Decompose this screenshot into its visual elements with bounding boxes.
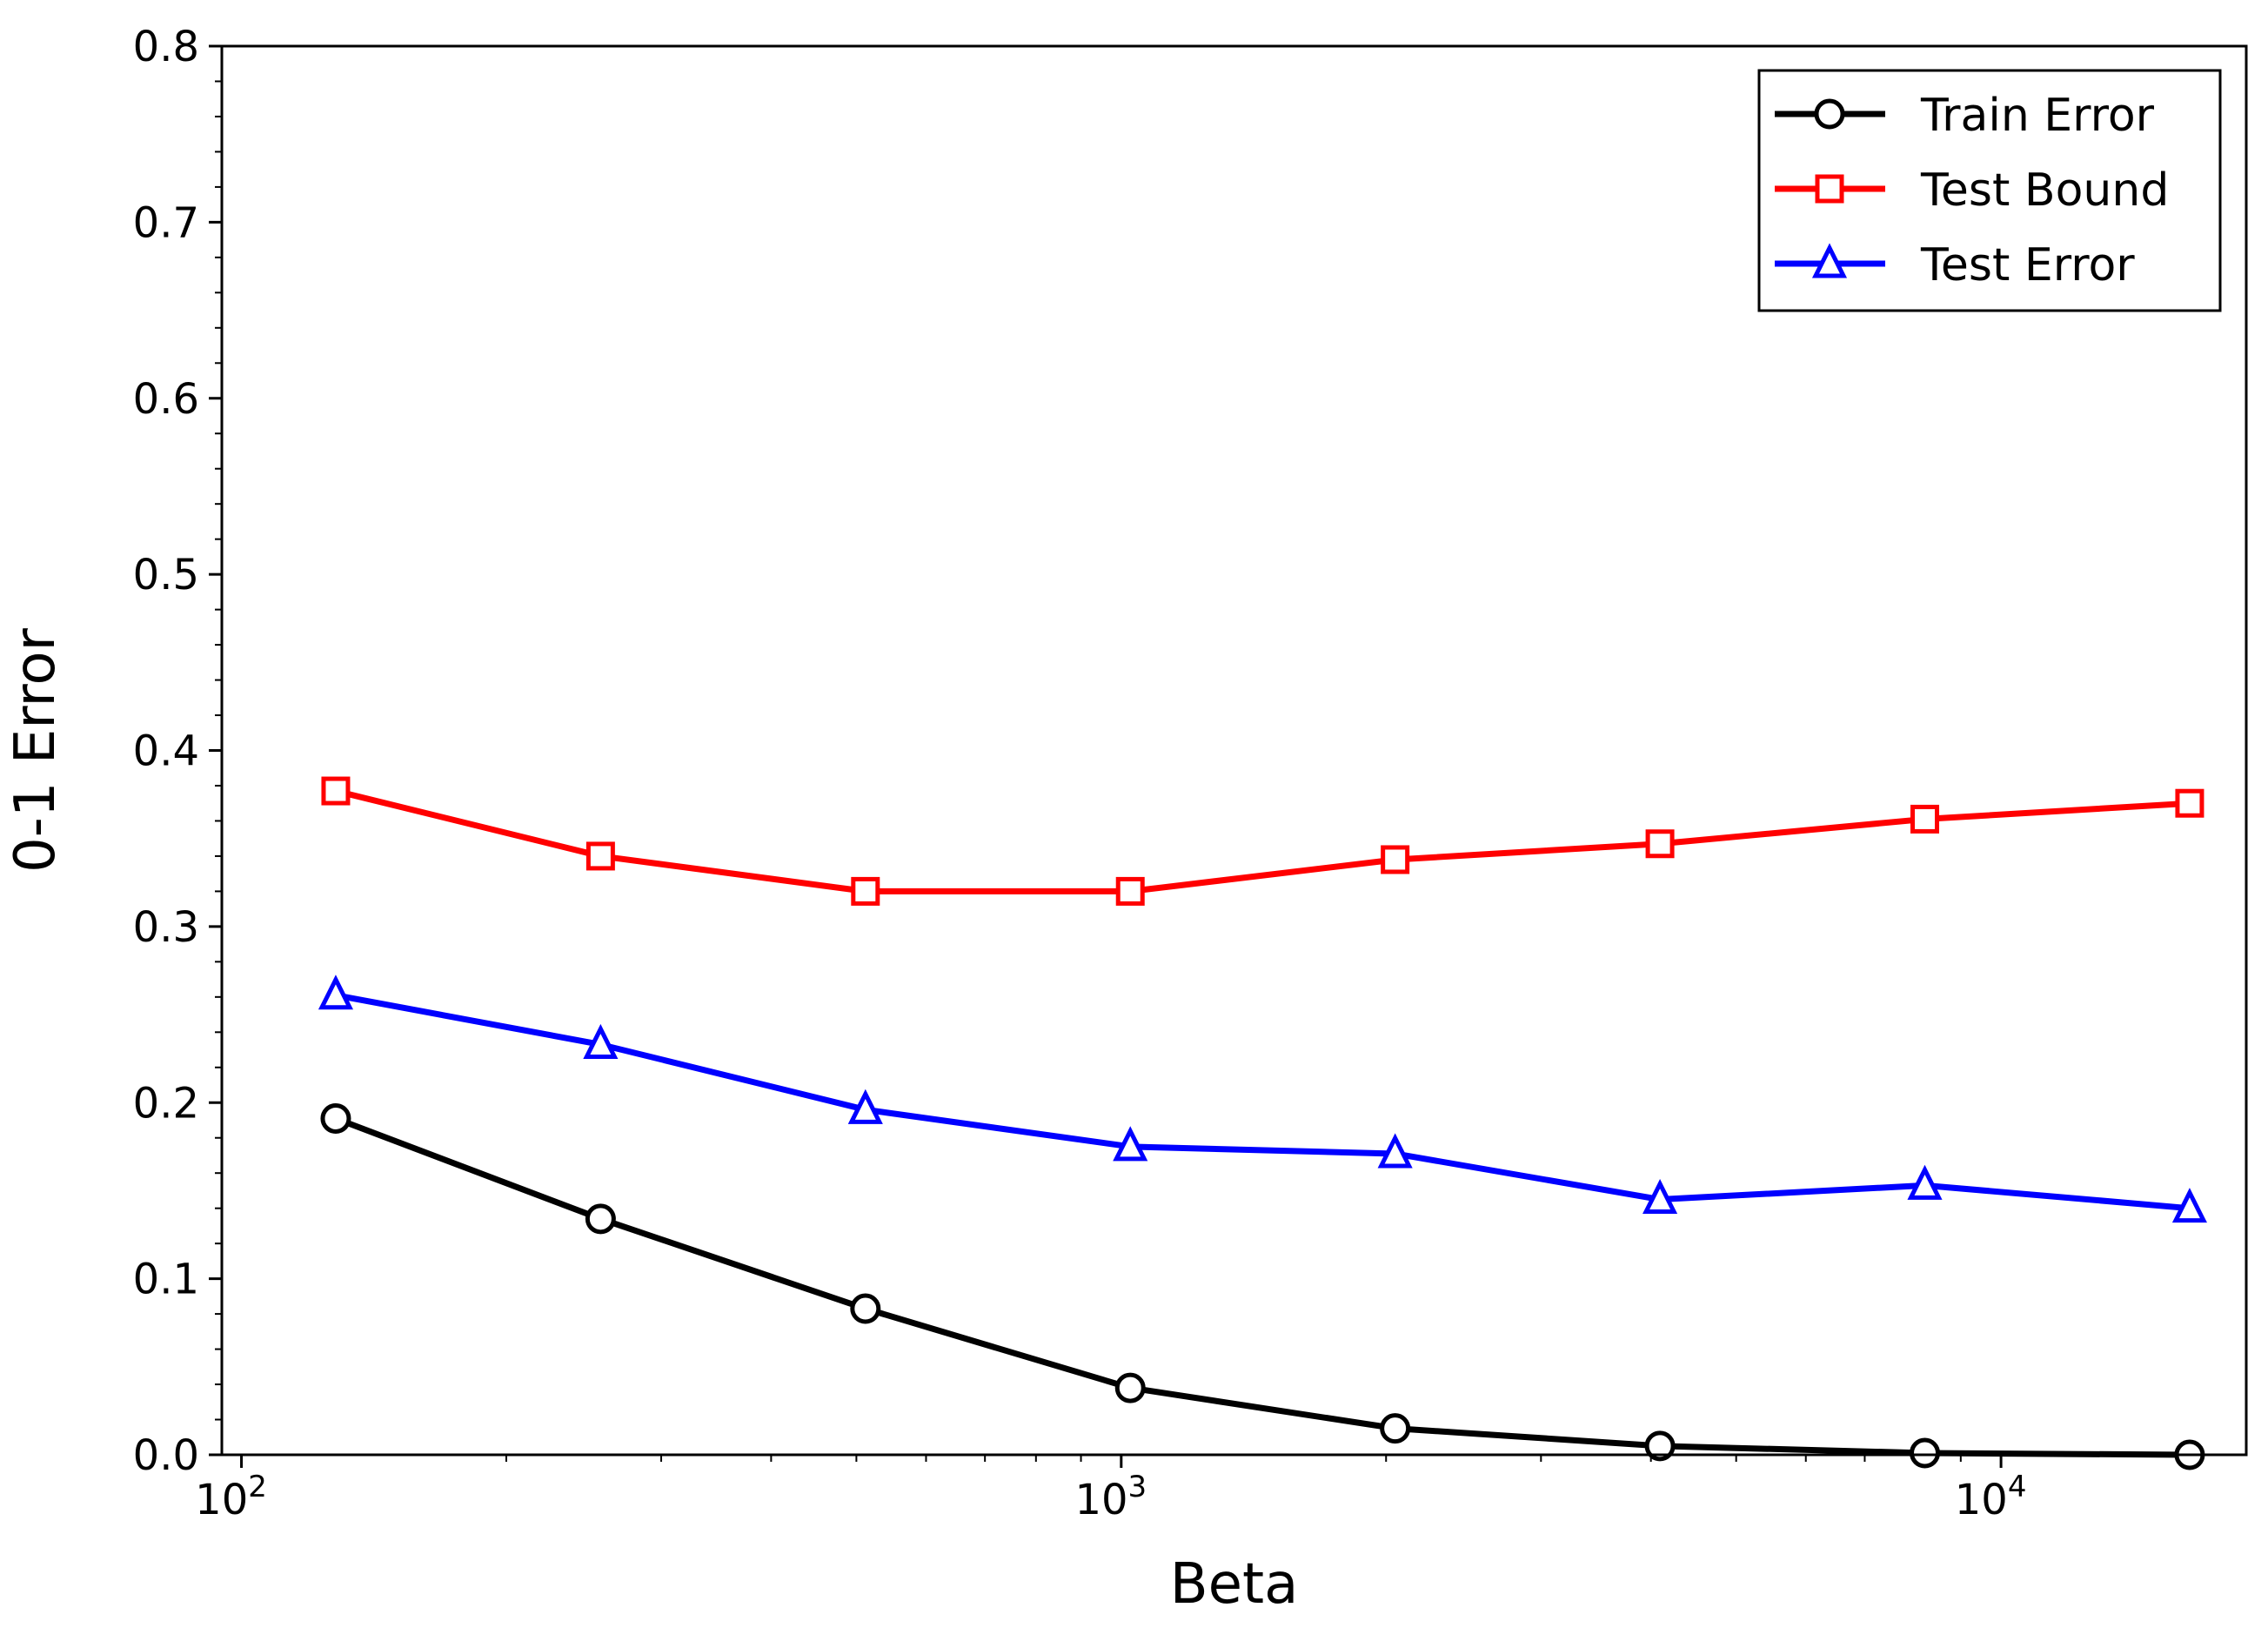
legend-marker <box>1814 98 1845 130</box>
data-point <box>1910 1437 1941 1469</box>
data-point <box>320 1102 351 1134</box>
y-tick-label: 0.7 <box>133 198 199 247</box>
y-tick-label: 0.1 <box>133 1256 199 1304</box>
x-tick-label: 103 <box>1074 1470 1147 1524</box>
y-tick-label: 0.0 <box>133 1431 199 1480</box>
data-point <box>1910 804 1940 834</box>
legend: Train Error Test Bound Test Error <box>1757 69 2222 312</box>
data-point <box>2171 1188 2207 1223</box>
data-point <box>1380 1413 1411 1444</box>
data-point <box>847 1088 883 1124</box>
data-point <box>1381 845 1410 874</box>
data-point <box>1645 829 1675 859</box>
legend-label: Test Bound <box>1920 164 2169 217</box>
data-point <box>1113 1126 1148 1162</box>
x-tick-label: 102 <box>195 1470 267 1524</box>
x-tick-label: 104 <box>1955 1470 2027 1524</box>
data-point <box>1907 1164 1943 1200</box>
series-line <box>335 787 2191 894</box>
series-train-error <box>320 1102 2205 1470</box>
minor-ticks <box>215 80 1962 1462</box>
y-tick-label: 0.2 <box>133 1079 199 1128</box>
plot-frame <box>220 44 2248 1457</box>
legend-item: Test Error <box>1775 239 2135 291</box>
legend-item: Train Error <box>1775 90 2155 142</box>
legend-label: Test Error <box>1920 239 2135 291</box>
y-tick-label: 0.5 <box>133 551 199 599</box>
data-point <box>851 876 880 906</box>
legend-marker <box>1811 243 1848 278</box>
y-tick-label: 0.4 <box>133 727 199 776</box>
data-point <box>2175 788 2204 818</box>
data-point <box>585 841 615 871</box>
data-point <box>1642 1178 1678 1215</box>
x-axis-title: Beta <box>1170 1552 1299 1617</box>
y-axis-title: 0-1 Error <box>3 627 68 873</box>
legend-marker <box>1815 174 1844 204</box>
data-point <box>585 1203 616 1235</box>
data-point <box>583 1023 619 1059</box>
data-point <box>1114 1372 1146 1403</box>
legend-label: Train Error <box>1920 90 2155 142</box>
y-tick-label: 0.6 <box>133 375 199 424</box>
y-tick-label: 0.3 <box>133 903 199 952</box>
data-point <box>318 975 353 1010</box>
series-line <box>334 1115 2190 1458</box>
y-tick-label: 0.8 <box>133 23 199 71</box>
series-layer <box>318 776 2207 1470</box>
series-test-error <box>318 975 2207 1223</box>
data-point <box>1377 1133 1413 1169</box>
series-line <box>335 992 2191 1212</box>
data-point <box>321 776 351 806</box>
data-point <box>1644 1430 1676 1462</box>
data-point <box>1115 876 1145 906</box>
data-point <box>850 1293 881 1324</box>
series-test-bound <box>321 776 2204 906</box>
legend-item: Test Bound <box>1775 164 2169 217</box>
major-ticks: 0.0 0.1 0.2 0.3 0.4 0.5 0.6 0.7 0.8 102 103 104 <box>133 23 2027 1524</box>
